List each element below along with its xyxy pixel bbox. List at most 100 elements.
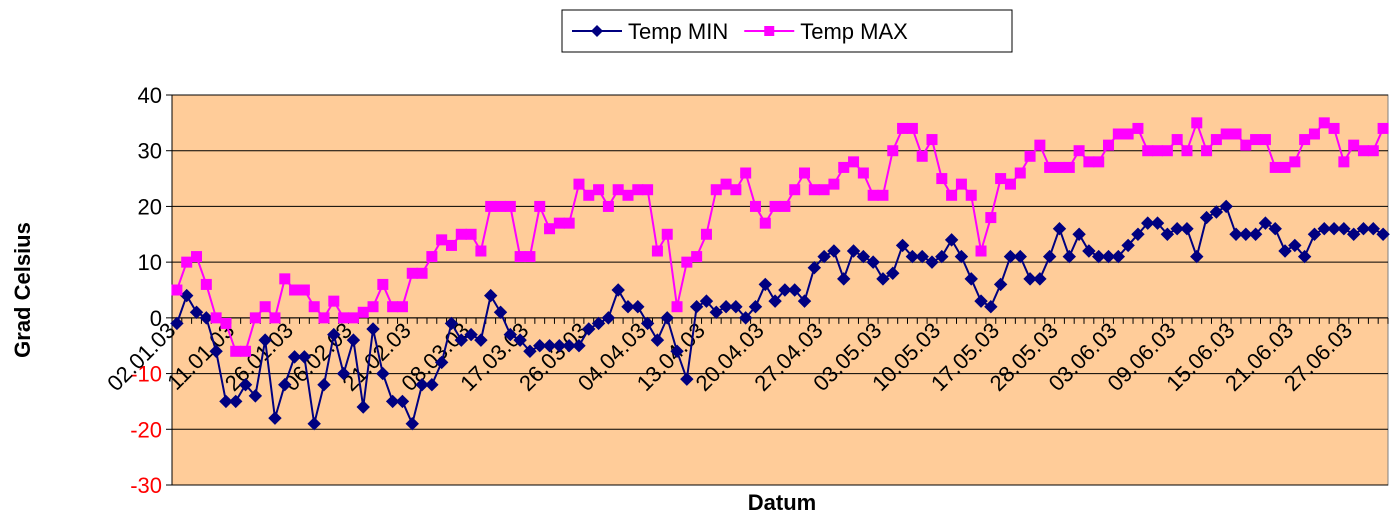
point xyxy=(984,300,998,314)
point xyxy=(552,339,567,353)
point xyxy=(699,294,714,308)
point xyxy=(1122,128,1134,140)
point xyxy=(416,267,428,279)
point xyxy=(846,244,861,258)
point xyxy=(1357,145,1369,157)
point xyxy=(1171,134,1183,146)
y-tick-label: -10 xyxy=(130,362,162,387)
legend: Temp MIN Temp MAX xyxy=(561,9,1013,53)
point xyxy=(210,312,222,324)
point xyxy=(1053,161,1065,173)
point xyxy=(640,316,655,331)
point xyxy=(553,217,565,229)
point xyxy=(680,372,694,386)
point xyxy=(827,244,841,258)
point xyxy=(1366,222,1380,236)
point xyxy=(504,200,516,212)
point xyxy=(347,312,359,324)
point xyxy=(1033,272,1047,286)
point xyxy=(542,339,557,353)
point xyxy=(993,277,1008,292)
legend-marker xyxy=(591,25,603,37)
y-tick-label: 40 xyxy=(138,83,162,108)
point xyxy=(385,394,400,409)
legend-marker xyxy=(764,26,775,36)
point xyxy=(366,322,380,336)
point xyxy=(1013,249,1027,264)
point xyxy=(1259,134,1271,146)
point xyxy=(602,200,614,212)
point xyxy=(357,306,369,318)
y-tick-label: 0 xyxy=(150,306,162,331)
point xyxy=(759,217,771,229)
point xyxy=(475,245,487,257)
point xyxy=(650,333,665,347)
point xyxy=(1023,272,1037,286)
point xyxy=(1142,145,1154,157)
point xyxy=(209,344,223,358)
point xyxy=(415,378,429,392)
point xyxy=(789,184,801,196)
point xyxy=(1170,222,1184,236)
point xyxy=(936,173,948,185)
point xyxy=(700,228,712,240)
point xyxy=(1377,122,1389,134)
point xyxy=(916,150,928,162)
point xyxy=(1288,238,1302,253)
point xyxy=(1150,216,1165,230)
point xyxy=(1093,156,1105,168)
point xyxy=(1250,134,1262,146)
point xyxy=(426,251,438,263)
point xyxy=(387,301,399,313)
point xyxy=(454,333,468,347)
point xyxy=(1328,122,1340,134)
point xyxy=(1258,216,1273,230)
point xyxy=(1042,249,1057,264)
point xyxy=(269,312,281,324)
point xyxy=(1082,244,1096,258)
point xyxy=(1248,227,1263,241)
y-tick-label: 30 xyxy=(138,139,162,164)
point xyxy=(259,301,271,313)
point xyxy=(1230,128,1242,140)
point xyxy=(1318,117,1330,129)
point xyxy=(1083,156,1095,168)
point xyxy=(631,300,645,314)
point xyxy=(1201,145,1213,157)
y-tick-label: 20 xyxy=(138,194,162,219)
point xyxy=(768,294,782,308)
point xyxy=(788,283,802,297)
point xyxy=(1121,238,1135,253)
point xyxy=(1092,249,1106,264)
point xyxy=(1024,150,1036,162)
point xyxy=(689,300,704,314)
point xyxy=(1004,178,1016,190)
point xyxy=(544,223,556,235)
point xyxy=(758,277,772,292)
point xyxy=(1269,161,1281,173)
point xyxy=(563,217,575,229)
point xyxy=(769,200,781,212)
point xyxy=(710,184,722,196)
point xyxy=(877,189,889,201)
point xyxy=(670,344,684,358)
point xyxy=(485,200,497,212)
point xyxy=(258,333,272,347)
point xyxy=(1346,227,1361,241)
point xyxy=(593,184,605,196)
point xyxy=(356,400,370,414)
point xyxy=(1209,205,1224,219)
point xyxy=(660,311,674,325)
point xyxy=(1062,249,1076,264)
point xyxy=(955,178,967,190)
point xyxy=(1308,128,1320,140)
point xyxy=(808,184,820,196)
point xyxy=(181,256,193,268)
point xyxy=(944,233,959,247)
point xyxy=(464,327,478,342)
point xyxy=(621,300,635,314)
point xyxy=(1160,227,1175,241)
point xyxy=(895,238,910,253)
point xyxy=(1044,161,1056,173)
